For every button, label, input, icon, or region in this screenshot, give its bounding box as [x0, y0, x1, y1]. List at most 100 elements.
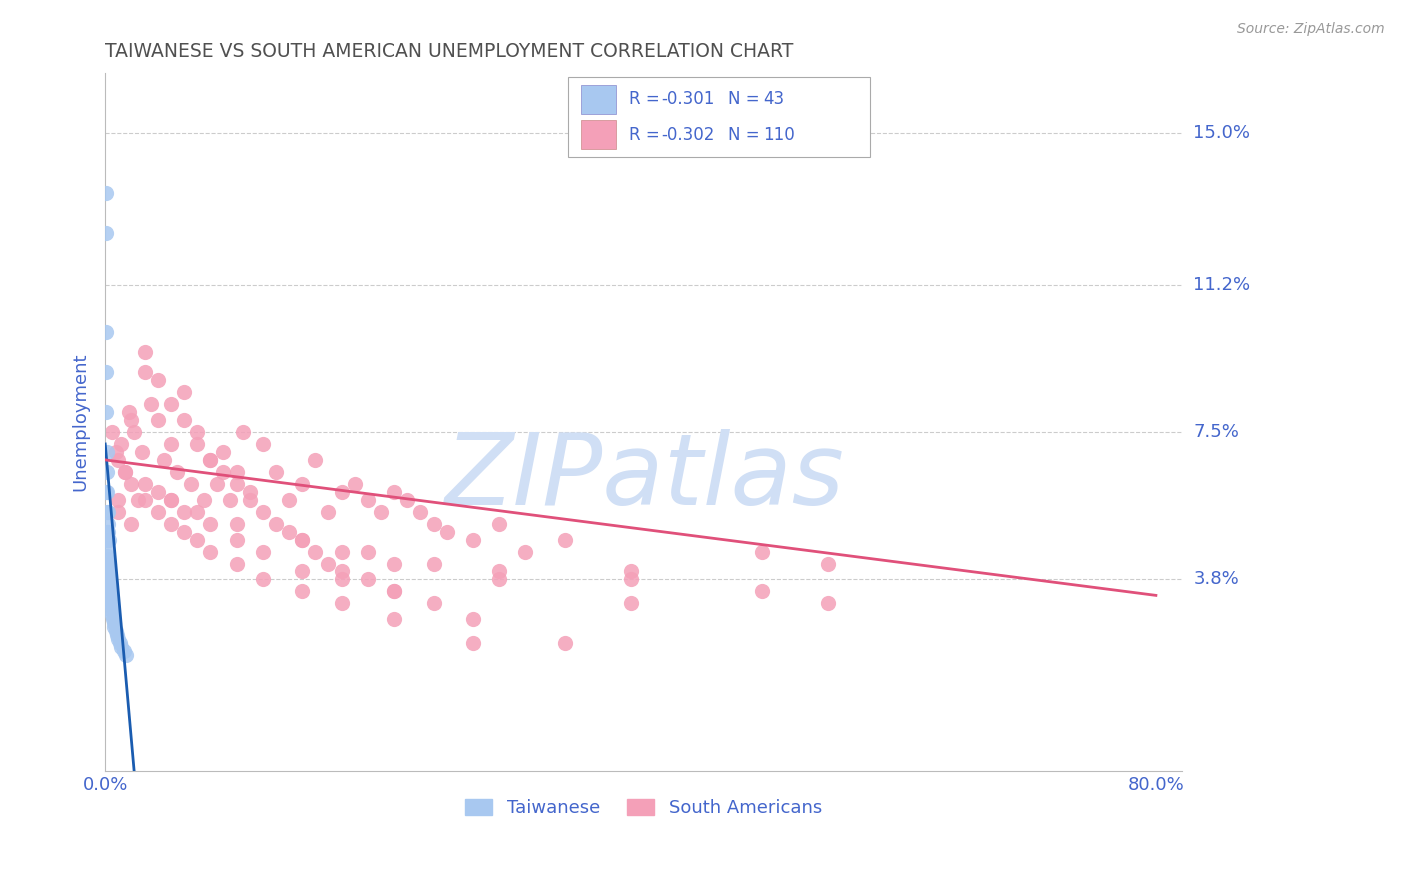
- Point: [225, 516, 247, 531]
- Point: [110, 437, 132, 451]
- Text: -0.301: -0.301: [661, 90, 714, 108]
- Point: [153, 453, 176, 467]
- Point: [97, 552, 120, 566]
- Point: [200, 453, 222, 467]
- Text: N =: N =: [728, 90, 765, 108]
- Point: [318, 505, 340, 519]
- Point: [225, 476, 247, 491]
- Point: [304, 453, 326, 467]
- Point: [200, 544, 222, 558]
- Point: [96, 533, 118, 547]
- Point: [134, 492, 156, 507]
- Point: [146, 505, 169, 519]
- Point: [264, 465, 287, 479]
- Point: [96, 484, 118, 499]
- Point: [409, 505, 432, 519]
- Point: [461, 533, 484, 547]
- Point: [488, 565, 510, 579]
- Point: [252, 505, 274, 519]
- Point: [751, 544, 773, 558]
- Point: [97, 573, 120, 587]
- Point: [96, 405, 118, 419]
- Point: [107, 632, 129, 647]
- Point: [232, 425, 254, 439]
- Point: [330, 573, 353, 587]
- Point: [193, 492, 215, 507]
- Point: [166, 465, 188, 479]
- Point: [101, 612, 124, 626]
- Point: [96, 505, 118, 519]
- Point: [291, 584, 314, 599]
- Point: [817, 596, 839, 610]
- Point: [252, 437, 274, 451]
- Point: [101, 604, 124, 618]
- Point: [330, 596, 353, 610]
- Point: [134, 345, 156, 359]
- Point: [173, 385, 195, 400]
- Point: [382, 612, 405, 626]
- FancyBboxPatch shape: [568, 77, 870, 157]
- Point: [96, 549, 118, 563]
- Legend: Taiwanese, South Americans: Taiwanese, South Americans: [458, 792, 830, 824]
- Point: [422, 516, 444, 531]
- Point: [173, 524, 195, 539]
- Point: [330, 565, 353, 579]
- Point: [751, 584, 773, 599]
- Point: [186, 437, 208, 451]
- Point: [252, 544, 274, 558]
- Point: [160, 492, 183, 507]
- Point: [225, 533, 247, 547]
- Point: [96, 484, 118, 499]
- Point: [96, 465, 118, 479]
- Point: [100, 588, 122, 602]
- Point: [357, 544, 380, 558]
- Point: [318, 557, 340, 571]
- Point: [121, 516, 143, 531]
- Point: [396, 492, 419, 507]
- Point: [291, 533, 314, 547]
- Point: [330, 484, 353, 499]
- Point: [146, 413, 169, 427]
- Point: [94, 186, 117, 200]
- Text: 3.8%: 3.8%: [1194, 571, 1239, 589]
- Text: 43: 43: [763, 90, 785, 108]
- Text: ZIPatlas: ZIPatlas: [444, 429, 844, 526]
- Point: [101, 600, 124, 615]
- Point: [97, 516, 120, 531]
- Point: [239, 492, 262, 507]
- Point: [619, 596, 641, 610]
- Point: [817, 557, 839, 571]
- Point: [96, 445, 118, 459]
- Point: [382, 584, 405, 599]
- Point: [105, 628, 128, 642]
- Point: [160, 516, 183, 531]
- Point: [97, 560, 120, 574]
- Point: [436, 524, 458, 539]
- Point: [357, 492, 380, 507]
- Point: [127, 492, 149, 507]
- Point: [114, 465, 136, 479]
- Point: [107, 505, 129, 519]
- FancyBboxPatch shape: [581, 120, 616, 149]
- Point: [94, 326, 117, 340]
- Point: [121, 413, 143, 427]
- Point: [96, 524, 118, 539]
- Point: [554, 533, 576, 547]
- Point: [461, 636, 484, 650]
- Point: [96, 541, 118, 555]
- Point: [278, 492, 301, 507]
- Point: [160, 397, 183, 411]
- Point: [98, 576, 121, 591]
- Point: [200, 453, 222, 467]
- Point: [554, 636, 576, 650]
- Point: [488, 573, 510, 587]
- Point: [186, 425, 208, 439]
- Text: 11.2%: 11.2%: [1194, 276, 1250, 293]
- Point: [122, 425, 145, 439]
- Point: [304, 544, 326, 558]
- Point: [382, 584, 405, 599]
- Point: [370, 505, 392, 519]
- Point: [461, 612, 484, 626]
- Point: [134, 365, 156, 379]
- Point: [98, 533, 121, 547]
